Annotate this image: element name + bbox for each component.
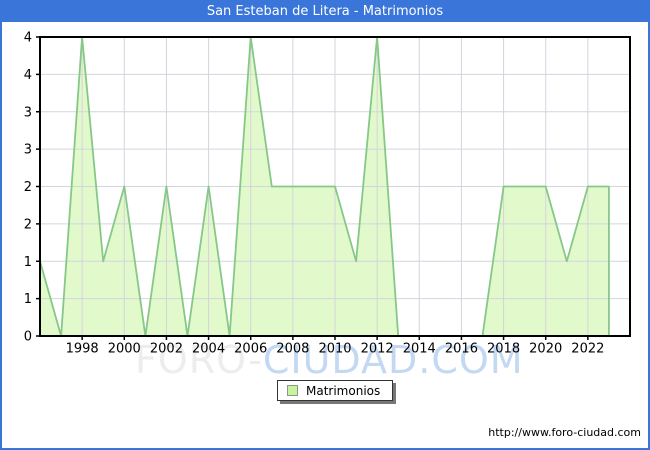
window-titlebar: San Esteban de Litera - Matrimonios	[2, 2, 648, 22]
y-ticks-labels: 4 4 3 3 2 2 1 1 0	[24, 31, 40, 345]
watermark-separator: -	[248, 338, 263, 382]
x-tick-label: 2016	[445, 342, 478, 357]
footer-url[interactable]: http://www.foro-ciudad.com	[488, 426, 641, 439]
x-tick-label: 2006	[234, 342, 267, 357]
watermark-foro: FORO	[135, 338, 249, 382]
legend: Matrimonios	[277, 380, 394, 401]
y-tick-label: 2	[24, 180, 32, 195]
watermark: FORO-CIUDAD.COM	[135, 340, 524, 380]
x-tick-label: 1998	[66, 342, 99, 357]
y-tick-label: 2	[24, 217, 32, 232]
legend-swatch-icon	[287, 385, 298, 396]
page-title: San Esteban de Litera - Matrimonios	[206, 4, 444, 19]
x-tick-label: 2010	[318, 342, 351, 357]
watermark-ciudad: CIUDAD.COM	[262, 338, 524, 382]
x-tick-label: 2020	[529, 342, 562, 357]
legend-label: Matrimonios	[306, 383, 381, 398]
y-tick-label: 0	[24, 330, 32, 345]
x-ticks-labels: 1998 2000 2002 2004 2006 2008 2010 2012 2014 2016…	[66, 336, 604, 357]
x-tick-label: 2022	[571, 342, 604, 357]
x-tick-label: 2004	[192, 342, 225, 357]
x-tick-label: 2000	[108, 342, 141, 357]
y-tick-label: 1	[24, 255, 32, 270]
y-tick-label: 1	[24, 292, 32, 307]
y-tick-label: 3	[24, 143, 32, 158]
y-tick-label: 4	[24, 68, 32, 83]
x-tick-label: 2008	[276, 342, 309, 357]
x-tick-label: 2014	[403, 342, 436, 357]
y-tick-label: 4	[24, 31, 32, 46]
x-tick-label: 2012	[361, 342, 394, 357]
x-tick-label: 2018	[487, 342, 520, 357]
x-tick-label: 2002	[150, 342, 183, 357]
y-tick-label: 3	[24, 105, 32, 120]
